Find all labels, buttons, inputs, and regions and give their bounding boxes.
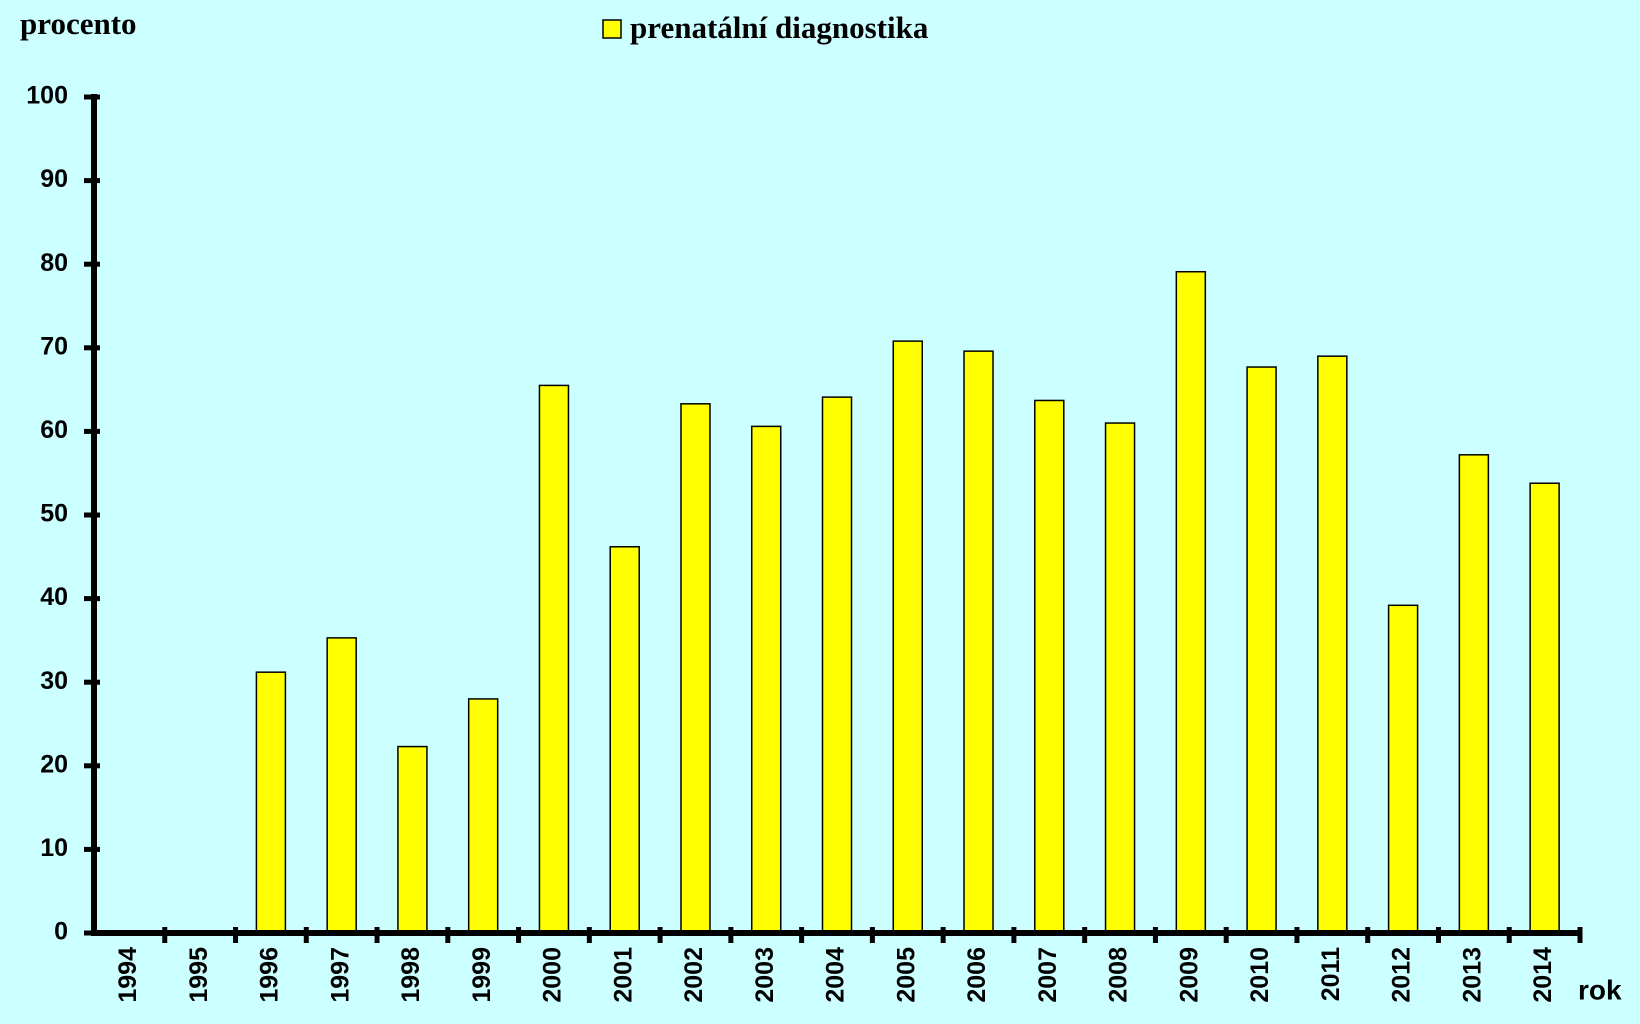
bar (1529, 482, 1560, 934)
x-tick-label: 2005 (892, 947, 920, 1003)
x-tick-label: 2001 (609, 947, 637, 1003)
bar (963, 350, 994, 934)
y-tick-label: 10 (40, 834, 68, 862)
x-tick-label: 2002 (680, 947, 708, 1003)
y-tick-label: 70 (40, 332, 68, 360)
bar (467, 698, 499, 934)
x-tick-label: 2009 (1175, 947, 1203, 1003)
y-axis-label: procento (20, 6, 137, 41)
x-axis-label: rok (1578, 974, 1622, 1005)
bar (680, 403, 711, 934)
y-tick-label: 80 (40, 249, 68, 277)
x-tick-label: 2014 (1529, 947, 1557, 1003)
y-tick-label: 60 (40, 416, 68, 444)
y-tick-label: 100 (26, 82, 68, 110)
x-tick-label: 2008 (1105, 947, 1133, 1003)
bar (1034, 399, 1065, 934)
bar (892, 340, 924, 934)
bar (1458, 454, 1490, 934)
x-tick-label: 2006 (963, 947, 991, 1003)
bar (326, 637, 357, 934)
bar (1387, 604, 1419, 934)
x-tick-label: 2004 (822, 947, 850, 1003)
legend-label: prenatální diagnostika (630, 10, 929, 45)
y-tick-label: 90 (40, 165, 68, 193)
x-tick-label: 2010 (1246, 947, 1274, 1003)
bar (1246, 366, 1277, 934)
bar (1175, 270, 1207, 934)
y-tick-label: 40 (40, 583, 68, 611)
bar (397, 745, 428, 934)
x-tick-label: 2012 (1388, 947, 1416, 1003)
x-tick-label: 2011 (1317, 947, 1345, 1001)
bar (821, 396, 853, 934)
x-tick-label: 1995 (185, 947, 213, 1003)
y-tick-label: 0 (54, 918, 68, 946)
x-tick-label: 1999 (468, 947, 496, 1003)
y-tick-label: 30 (40, 667, 68, 695)
bar (750, 425, 782, 934)
x-tick-label: 2003 (751, 947, 779, 1003)
bar (609, 546, 640, 934)
bar (1104, 422, 1136, 934)
x-tick-label: 1997 (326, 947, 354, 1003)
x-tick-label: 2007 (1034, 947, 1062, 1003)
y-tick-label: 20 (40, 750, 68, 778)
bar (255, 671, 287, 934)
y-tick-label: 50 (40, 500, 68, 528)
x-tick-label: 1996 (256, 947, 284, 1003)
bar (1317, 355, 1348, 934)
bar (538, 384, 570, 934)
legend-swatch (602, 19, 622, 39)
x-tick-label: 1994 (114, 947, 142, 1003)
x-tick-label: 1998 (397, 947, 425, 1003)
x-tick-label: 2013 (1458, 947, 1486, 1003)
x-tick-label: 2000 (539, 947, 567, 1003)
